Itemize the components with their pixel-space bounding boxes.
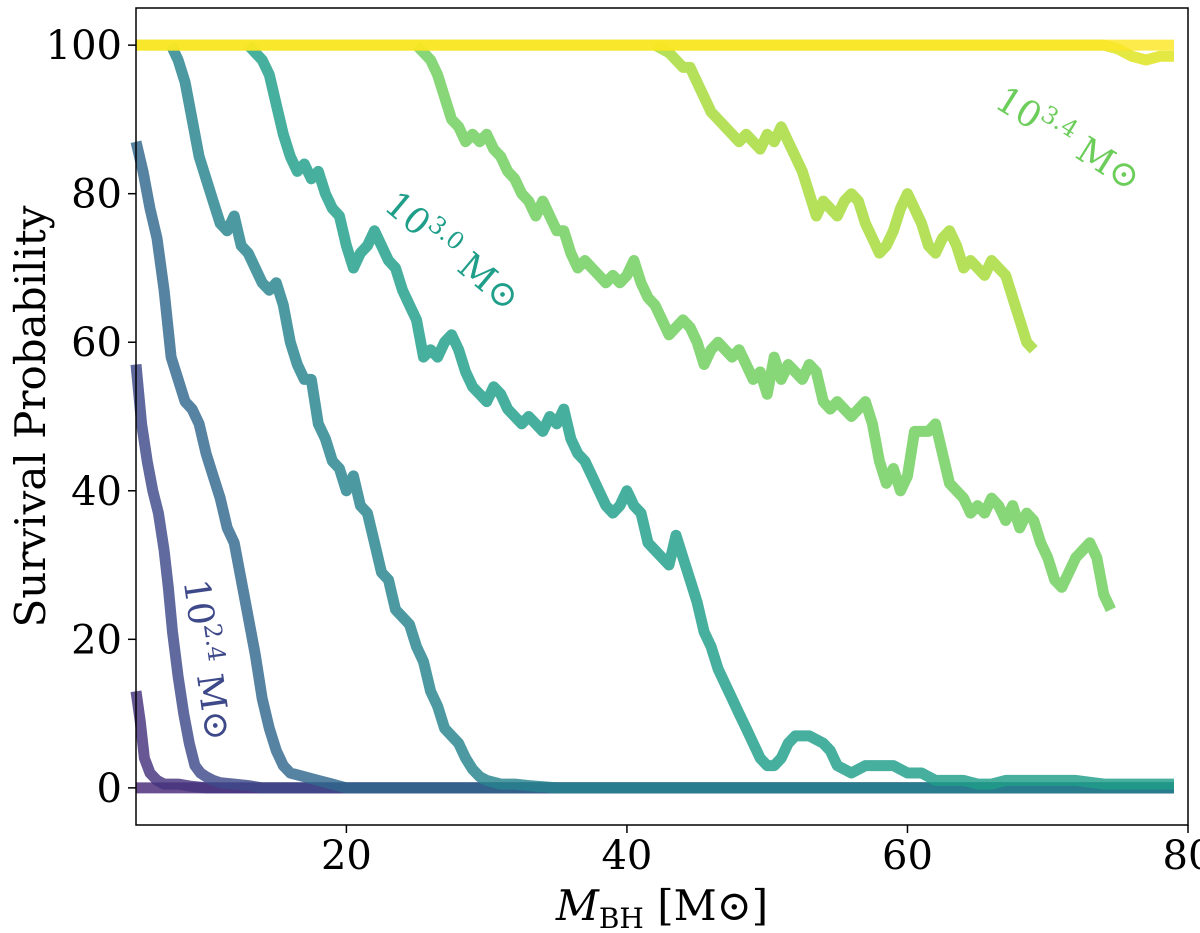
y-tick-label: 0 bbox=[97, 766, 122, 812]
x-label-symbol: M bbox=[555, 881, 600, 930]
y-tick-label: 60 bbox=[71, 320, 122, 366]
y-tick-label: 80 bbox=[71, 172, 122, 218]
curve-annotation-0: 102.4 M⊙ bbox=[175, 576, 242, 743]
annotation-base: 10 bbox=[175, 577, 222, 628]
y-axis-label: Survival Probability bbox=[6, 205, 55, 627]
series-line-7 bbox=[652, 40, 1038, 354]
series-line-5 bbox=[244, 41, 1174, 790]
x-tick-label: 40 bbox=[601, 833, 652, 879]
series-line-2 bbox=[130, 363, 1174, 794]
x-tick-label: 60 bbox=[882, 833, 933, 879]
x-tick-label: 80 bbox=[1163, 833, 1200, 879]
y-tick-label: 100 bbox=[46, 23, 122, 69]
series-line-4 bbox=[166, 42, 1174, 794]
x-label-unit: [M⊙] bbox=[644, 881, 768, 930]
series-layer bbox=[130, 39, 1174, 794]
annotation-exponent: 2.4 bbox=[198, 622, 231, 664]
y-tick-label: 20 bbox=[71, 617, 122, 663]
ticks-layer: 20 40 60 80 0 20 40 60 80 100 bbox=[46, 23, 1200, 879]
series-line-6 bbox=[412, 41, 1116, 612]
x-axis-label: MBH [M⊙] bbox=[555, 881, 768, 933]
curve-annotation-1: 103.0 M⊙ bbox=[377, 181, 530, 320]
series-line-3 bbox=[130, 140, 1174, 794]
x-tick-label: 20 bbox=[321, 833, 372, 879]
plot-frame bbox=[135, 7, 1189, 826]
annotation-unit: M⊙ bbox=[186, 660, 238, 743]
annotation-base: 10 bbox=[988, 79, 1049, 138]
curve-annotation-2: 103.4 M⊙ bbox=[988, 76, 1150, 200]
y-tick-label: 40 bbox=[71, 469, 122, 515]
x-label-subscript: BH bbox=[599, 902, 644, 933]
